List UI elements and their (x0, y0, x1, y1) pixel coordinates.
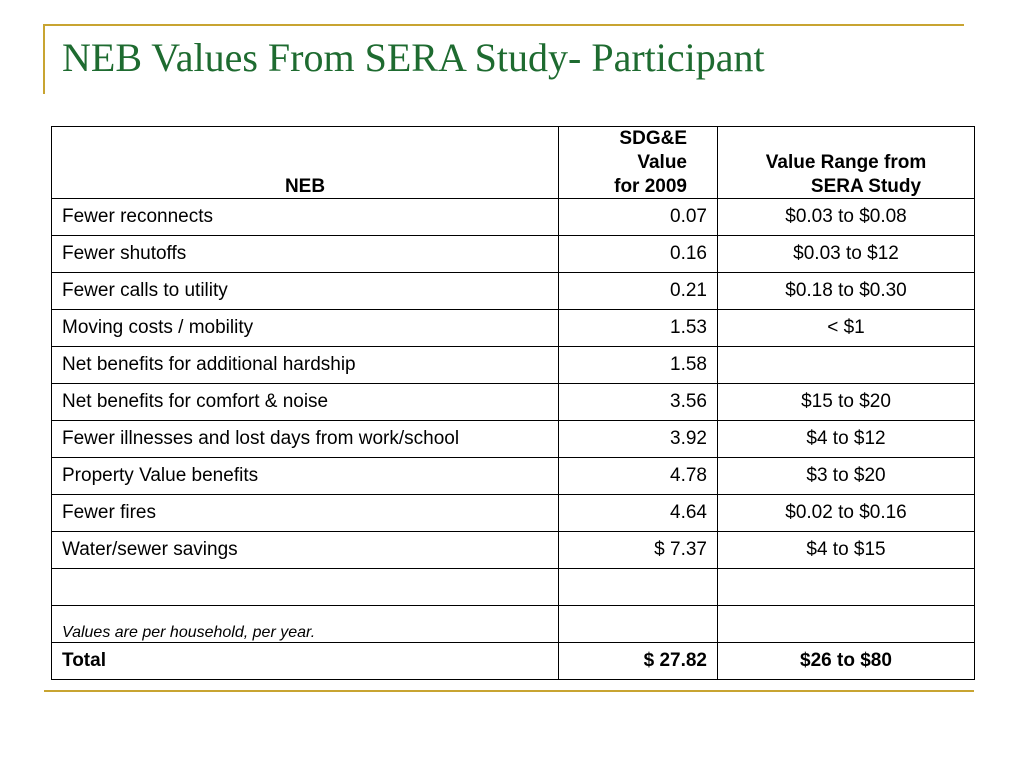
header-sdge-line-3: for 2009 (614, 175, 687, 197)
row-value-range: $4 to $15 (717, 531, 975, 570)
row-neb-label: Fewer illnesses and lost days from work/… (51, 420, 559, 459)
title-top-rule (44, 24, 964, 26)
table-row: Fewer shutoffs 0.16 $0.03 to $12 (51, 235, 975, 274)
row-sdge-value: 1.58 (558, 346, 718, 385)
row-sdge-value: 0.07 (558, 198, 718, 237)
table-row: Fewer fires 4.64 $0.02 to $0.16 (51, 494, 975, 533)
table-row: Fewer reconnects 0.07 $0.03 to $0.08 (51, 198, 975, 237)
header-sdge-value: SDG&E Value for 2009 (558, 125, 718, 200)
total-row: Total $ 27.82 $26 to $80 (51, 642, 975, 681)
row-sdge-value: 0.21 (558, 272, 718, 311)
row-sdge-value: 3.56 (558, 383, 718, 422)
note-empty-cell (558, 605, 718, 644)
total-rule (44, 690, 974, 692)
row-neb-label: Property Value benefits (51, 457, 559, 496)
row-sdge-value: 4.78 (558, 457, 718, 496)
row-value-range (717, 346, 975, 385)
row-neb-label: Fewer fires (51, 494, 559, 533)
row-neb-label (51, 568, 559, 607)
header-sdge-line-1: SDG&E (619, 128, 687, 149)
row-sdge-value: 4.64 (558, 494, 718, 533)
row-value-range: $0.18 to $0.30 (717, 272, 975, 311)
header-neb: NEB (51, 125, 559, 200)
row-value-range: < $1 (717, 309, 975, 348)
total-sdge-value: $ 27.82 (558, 642, 718, 681)
table-row: Net benefits for additional hardship 1.5… (51, 346, 975, 385)
header-value-range: Value Range from SERA Study (717, 125, 975, 200)
row-neb-label: Net benefits for comfort & noise (51, 383, 559, 422)
row-neb-label: Water/sewer savings (51, 531, 559, 570)
note-text: Values are per household, per year. (51, 605, 559, 644)
row-sdge-value: 1.53 (558, 309, 718, 348)
total-label: Total (51, 642, 559, 681)
row-neb-label: Net benefits for additional hardship (51, 346, 559, 385)
row-neb-label: Moving costs / mobility (51, 309, 559, 348)
note-empty-cell (717, 605, 975, 644)
table-row-empty (51, 568, 975, 607)
header-range-line-1: Value Range from (765, 151, 927, 173)
row-value-range: $4 to $12 (717, 420, 975, 459)
header-sdge-line-2: Value (637, 151, 687, 173)
row-sdge-value: $ 7.37 (558, 531, 718, 570)
row-value-range: $15 to $20 (717, 383, 975, 422)
table-row: Fewer calls to utility 0.21 $0.18 to $0.… (51, 272, 975, 311)
neb-values-table: NEB SDG&E Value for 2009 Value Range fro… (51, 125, 975, 681)
row-neb-label: Fewer shutoffs (51, 235, 559, 274)
header-range-line-2: SERA Study (810, 175, 922, 197)
total-value-range: $26 to $80 (717, 642, 975, 681)
row-value-range (717, 568, 975, 607)
row-neb-label: Fewer calls to utility (51, 272, 559, 311)
table-header-row: NEB SDG&E Value for 2009 Value Range fro… (51, 125, 975, 200)
row-value-range: $0.02 to $0.16 (717, 494, 975, 533)
table-row-note: Values are per household, per year. (51, 605, 975, 644)
row-neb-label: Fewer reconnects (51, 198, 559, 237)
table-row: Moving costs / mobility 1.53 < $1 (51, 309, 975, 348)
table-row: Property Value benefits 4.78 $3 to $20 (51, 457, 975, 496)
table-row: Water/sewer savings $ 7.37 $4 to $15 (51, 531, 975, 570)
row-value-range: $0.03 to $12 (717, 235, 975, 274)
table-row: Fewer illnesses and lost days from work/… (51, 420, 975, 459)
row-value-range: $3 to $20 (717, 457, 975, 496)
row-value-range: $0.03 to $0.08 (717, 198, 975, 237)
row-sdge-value: 0.16 (558, 235, 718, 274)
row-sdge-value: 3.92 (558, 420, 718, 459)
slide-title: NEB Values From SERA Study- Participant (62, 35, 765, 80)
row-sdge-value (558, 568, 718, 607)
title-left-rule (43, 24, 45, 94)
table-row: Net benefits for comfort & noise 3.56 $1… (51, 383, 975, 422)
